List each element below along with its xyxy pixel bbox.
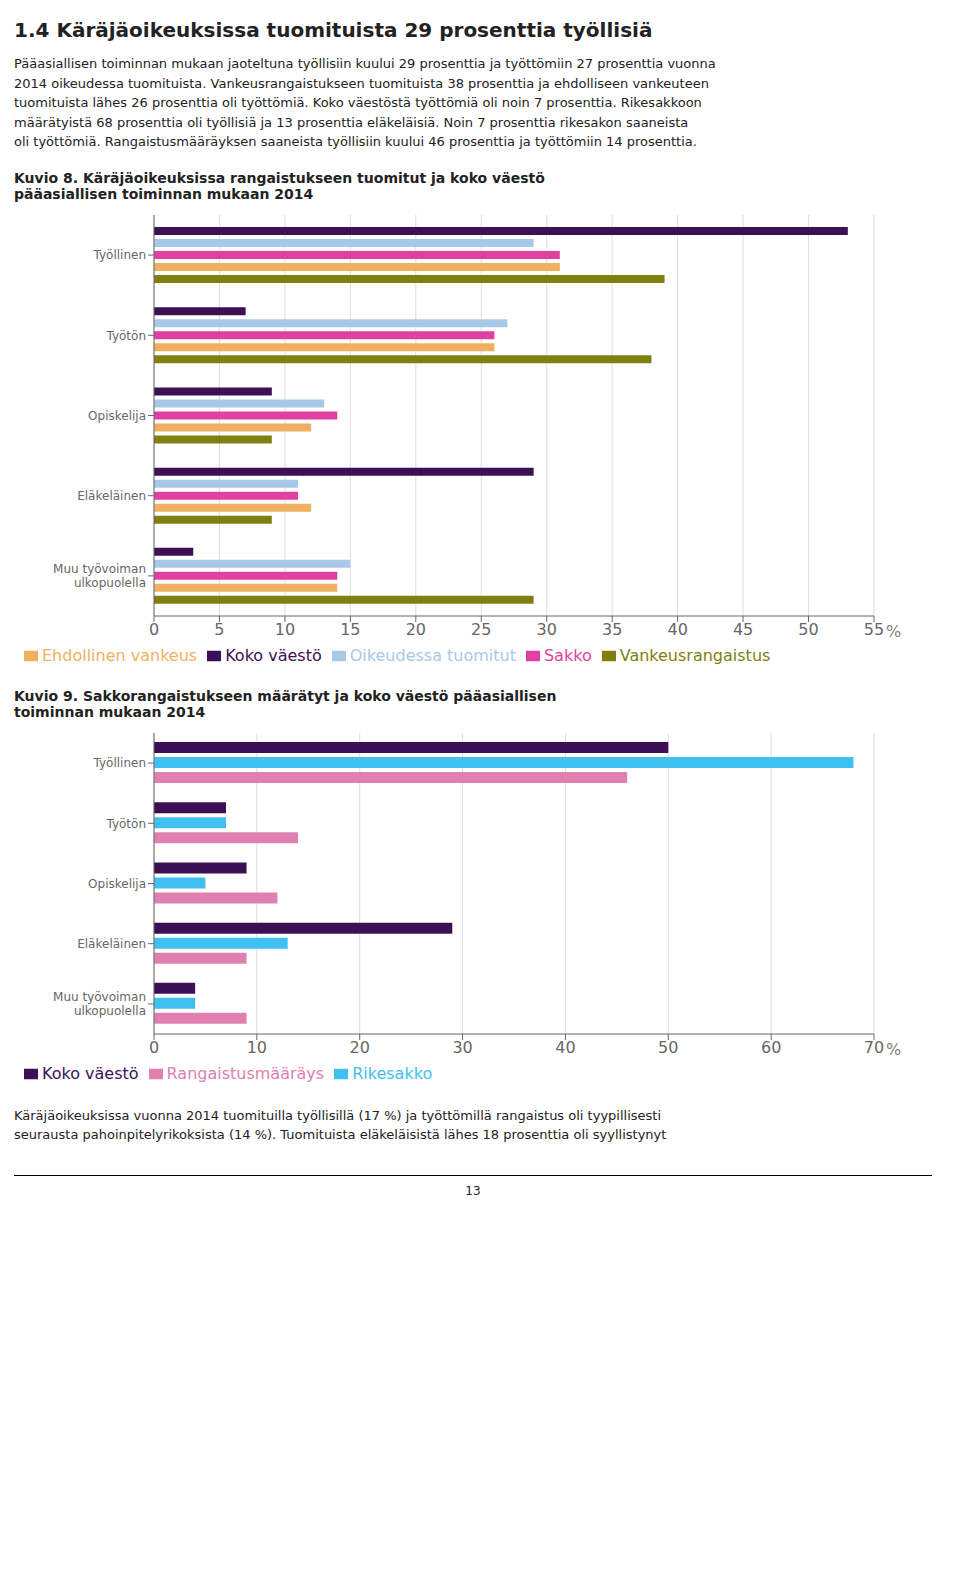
svg-text:20: 20 <box>406 620 426 639</box>
svg-text:60: 60 <box>761 1038 781 1057</box>
html-text:Käräjäoikeuksissa vuonna 2014: Käräjäoikeuksissa vuonna 2014 tuomituill… <box>14 1107 667 1142</box>
svg-text:50: 50 <box>798 620 818 639</box>
html-text:Kuvio 8. Käräjäoikeuksissa ran: Kuvio 8. Käräjäoikeuksissa rangaistuksee… <box>14 169 545 202</box>
html-text:1.4 Käräjäoikeuksissa tuomitui: 1.4 Käräjäoikeuksissa tuomituista 29 pro… <box>14 18 653 42</box>
svg-text:10: 10 <box>247 1038 267 1057</box>
html-text:Kuvio 9. Sakkorangaistukseen m: Kuvio 9. Sakkorangaistukseen määrätyt ja… <box>14 687 557 720</box>
svg-text:Opiskelija: Opiskelija <box>88 408 146 422</box>
svg-text:30: 30 <box>537 620 557 639</box>
svg-text:45: 45 <box>733 620 753 639</box>
svg-text:25: 25 <box>471 620 491 639</box>
svg-text:Työtön: Työtön <box>105 328 146 342</box>
svg-text:Työllinen: Työllinen <box>93 248 147 262</box>
svg-text:30: 30 <box>452 1038 472 1057</box>
html-text:13: 13 <box>465 1183 481 1198</box>
html-text:Pääasiallisen toiminnan mukaan: Pääasiallisen toiminnan mukaan jaoteltun… <box>14 56 716 149</box>
svg-text:%: % <box>886 1039 901 1058</box>
html-text:Rangaistusmääräys: Rangaistusmääräys <box>166 1063 325 1083</box>
svg-text:Opiskelija: Opiskelija <box>88 876 146 890</box>
html-text:Vankeusrangaistus: Vankeusrangaistus <box>619 645 771 665</box>
html-text:Sakko: Sakko <box>544 645 592 665</box>
html-text:Oikeudessa tuomitut: Oikeudessa tuomitut <box>349 645 516 665</box>
svg-text:0: 0 <box>149 1038 159 1057</box>
html-text:Koko väestö: Koko väestö <box>225 645 322 665</box>
svg-text:35: 35 <box>602 620 622 639</box>
svg-text:55: 55 <box>864 620 884 639</box>
svg-text:70: 70 <box>864 1038 884 1057</box>
html-text:Ehdollinen vankeus: Ehdollinen vankeus <box>42 645 198 665</box>
svg-text:Eläkeläinen: Eläkeläinen <box>77 936 146 950</box>
svg-text:%: % <box>886 621 901 640</box>
html-text:Rikesakko: Rikesakko <box>352 1063 433 1083</box>
svg-text:10: 10 <box>275 620 295 639</box>
svg-text:15: 15 <box>340 620 360 639</box>
svg-text:50: 50 <box>658 1038 678 1057</box>
svg-text:Työtön: Työtön <box>105 816 146 830</box>
svg-text:40: 40 <box>667 620 687 639</box>
svg-text:Eläkeläinen: Eläkeläinen <box>77 488 146 502</box>
svg-text:20: 20 <box>350 1038 370 1057</box>
html-text:Koko väestö: Koko väestö <box>42 1063 139 1083</box>
svg-text:Muu työvoimanulkopuolella: Muu työvoimanulkopuolella <box>53 989 146 1017</box>
svg-text:0: 0 <box>149 620 159 639</box>
svg-text:Työllinen: Työllinen <box>93 756 147 770</box>
svg-text:Muu työvoimanulkopuolella: Muu työvoimanulkopuolella <box>53 561 146 589</box>
svg-text:5: 5 <box>214 620 224 639</box>
svg-text:40: 40 <box>555 1038 575 1057</box>
